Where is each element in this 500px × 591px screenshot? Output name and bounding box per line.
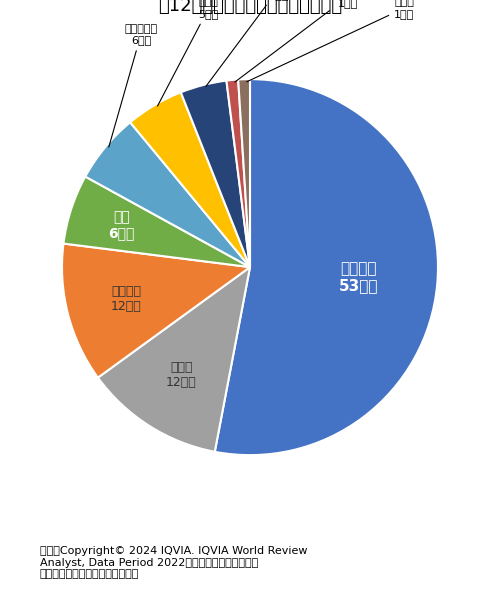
Wedge shape [86, 122, 250, 267]
Text: フランス
4品目: フランス 4品目 [206, 0, 292, 86]
Text: アメリカ
53品目: アメリカ 53品目 [339, 261, 378, 294]
Text: カナダ
1品目: カナダ 1品目 [246, 0, 414, 82]
Text: 出所：Copyright© 2024 IQVIA. IQVIA World Review
Analyst, Data Period 2022をもとに医薬産業政策: 出所：Copyright© 2024 IQVIA. IQVIA World Re… [40, 546, 308, 579]
Text: ベルギー
1品目: ベルギー 1品目 [235, 0, 361, 82]
Text: デンマーク
6品目: デンマーク 6品目 [109, 24, 158, 147]
Wedge shape [62, 243, 250, 378]
Wedge shape [64, 177, 250, 267]
Title: 図12　主販売企業の国籍別医薬品数: 図12 主販売企業の国籍別医薬品数 [158, 0, 342, 15]
Text: イギリス
12品目: イギリス 12品目 [111, 285, 142, 313]
Wedge shape [130, 92, 250, 267]
Text: ドイツ
5品目: ドイツ 5品目 [158, 0, 219, 106]
Wedge shape [181, 80, 250, 267]
Wedge shape [215, 79, 438, 455]
Text: 日本
6品目: 日本 6品目 [108, 210, 134, 241]
Wedge shape [238, 79, 250, 267]
Wedge shape [226, 80, 250, 267]
Wedge shape [98, 267, 250, 452]
Text: スイス
12品目: スイス 12品目 [166, 361, 197, 389]
